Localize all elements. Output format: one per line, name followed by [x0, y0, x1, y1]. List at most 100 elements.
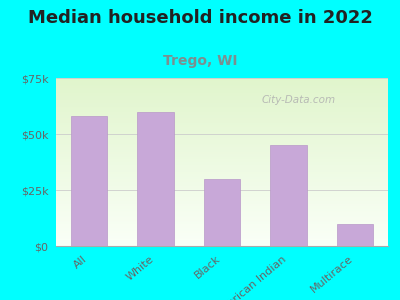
Bar [56, 154, 388, 155]
Bar [56, 218, 388, 219]
Bar [56, 142, 388, 143]
Bar [56, 241, 388, 243]
Bar [56, 157, 388, 159]
Bar [56, 185, 388, 187]
Bar [56, 226, 388, 227]
Bar [56, 122, 388, 123]
Bar [56, 86, 388, 88]
Bar [56, 182, 388, 184]
Bar [56, 177, 388, 179]
Bar [56, 80, 388, 81]
Bar [137, 112, 174, 246]
Bar [56, 164, 388, 165]
Bar [56, 139, 388, 140]
Bar [56, 229, 388, 231]
Bar [56, 127, 388, 128]
Bar [56, 78, 388, 80]
Bar [56, 93, 388, 95]
Bar [56, 137, 388, 139]
Bar [56, 125, 388, 127]
Bar [56, 88, 388, 90]
Bar [204, 179, 240, 246]
Text: City-Data.com: City-Data.com [262, 95, 336, 105]
Bar [56, 167, 388, 169]
Bar [56, 187, 388, 189]
Bar [56, 81, 388, 83]
Bar [56, 221, 388, 223]
Bar [56, 190, 388, 192]
Bar [56, 92, 388, 93]
Bar [56, 223, 388, 224]
Bar [56, 132, 388, 134]
Bar [56, 118, 388, 120]
Bar [56, 172, 388, 174]
Bar [56, 231, 388, 232]
Bar [56, 212, 388, 214]
Bar [56, 199, 388, 201]
Bar [56, 98, 388, 100]
Bar [56, 120, 388, 122]
Bar [56, 239, 388, 241]
Bar [56, 115, 388, 117]
Bar [56, 207, 388, 209]
Bar [336, 224, 373, 246]
Bar [56, 85, 388, 86]
Bar [56, 160, 388, 162]
Bar [56, 227, 388, 229]
Bar [56, 159, 388, 160]
Bar [56, 117, 388, 118]
Bar [56, 169, 388, 170]
Bar [56, 216, 388, 218]
Bar [56, 147, 388, 148]
Bar [56, 201, 388, 202]
Bar [56, 134, 388, 135]
Bar [56, 219, 388, 221]
Bar [56, 148, 388, 150]
Bar [56, 214, 388, 216]
Bar [56, 176, 388, 177]
Bar [56, 140, 388, 142]
Bar [56, 238, 388, 239]
Bar [56, 150, 388, 152]
Bar [56, 165, 388, 167]
Bar [56, 145, 388, 147]
Bar [56, 206, 388, 207]
Bar [56, 232, 388, 234]
Bar [56, 236, 388, 238]
Bar [56, 95, 388, 97]
Bar [56, 108, 388, 110]
Bar [56, 179, 388, 181]
Bar [56, 192, 388, 194]
Bar [56, 204, 388, 206]
Bar [56, 234, 388, 236]
Bar [71, 116, 108, 246]
Bar [56, 106, 388, 108]
Bar [56, 152, 388, 154]
Bar [56, 202, 388, 204]
Bar [56, 112, 388, 113]
Bar [56, 135, 388, 137]
Bar [56, 128, 388, 130]
Bar [56, 103, 388, 105]
Bar [56, 105, 388, 106]
Bar [56, 224, 388, 226]
Bar [56, 196, 388, 197]
Bar [56, 110, 388, 112]
Bar [56, 155, 388, 157]
Bar [56, 113, 388, 115]
Bar [56, 194, 388, 196]
Bar [56, 244, 388, 246]
Bar [56, 90, 388, 92]
Bar [56, 83, 388, 85]
Bar [56, 174, 388, 176]
Bar [56, 123, 388, 125]
Bar [56, 211, 388, 212]
Bar [56, 162, 388, 164]
Bar [56, 101, 388, 103]
Text: Median household income in 2022: Median household income in 2022 [28, 9, 372, 27]
Bar [56, 130, 388, 132]
Bar [56, 170, 388, 172]
Bar [56, 143, 388, 145]
Bar [270, 145, 307, 246]
Bar [56, 100, 388, 101]
